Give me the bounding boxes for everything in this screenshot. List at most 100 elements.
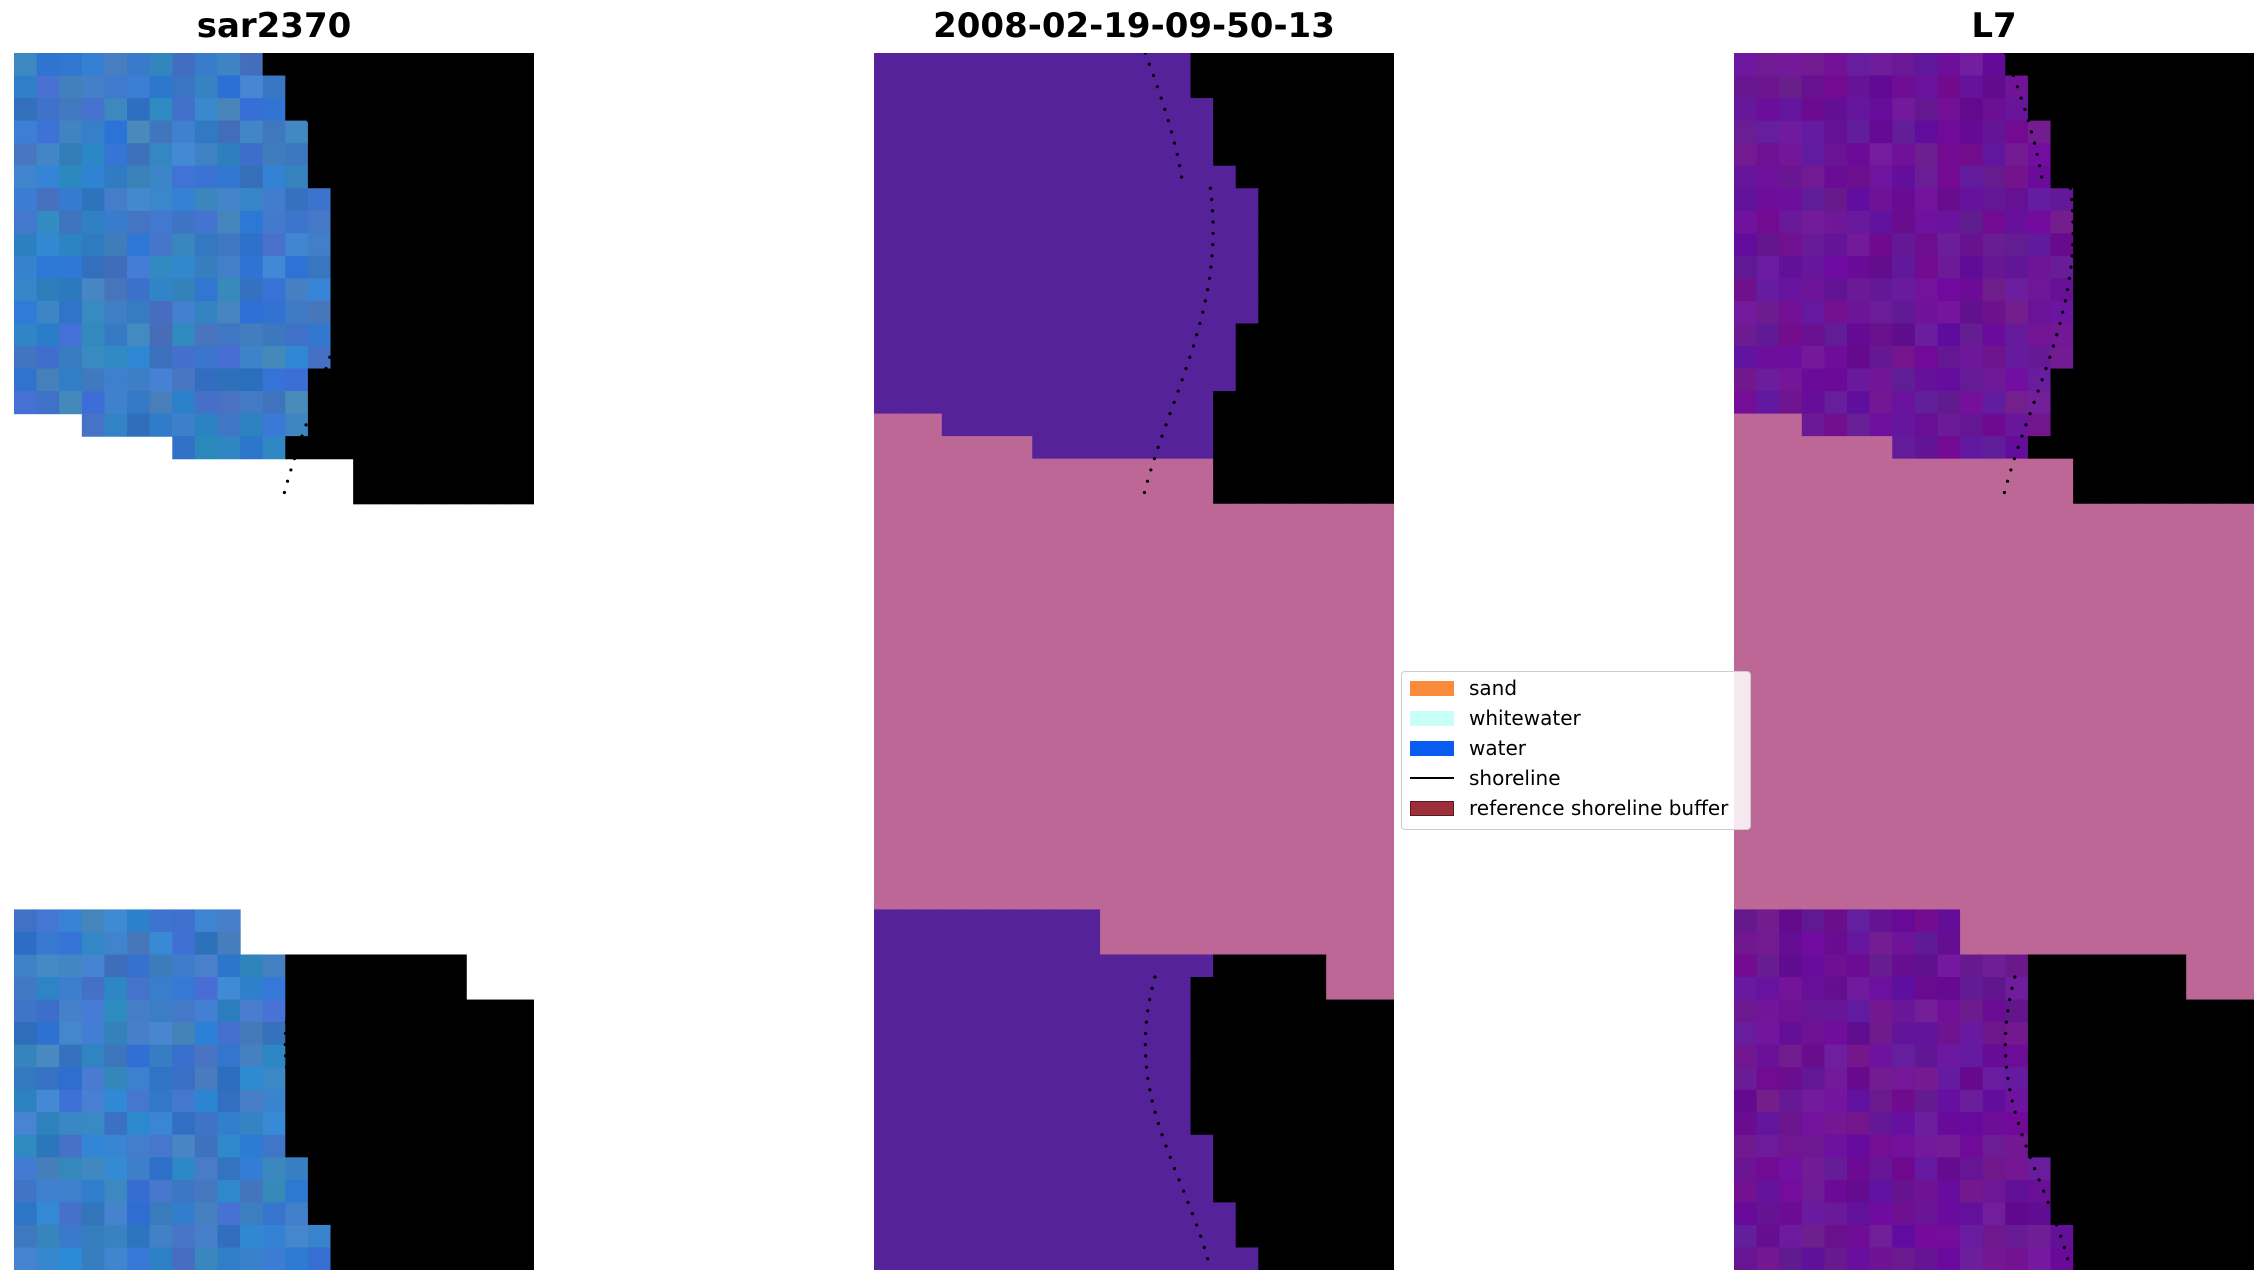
rgb-pixel [149,143,173,167]
classified-pixel [1348,684,1372,708]
classified-pixel [1326,526,1350,550]
mndwi-pixel [2163,1224,2187,1249]
rgb-pixel [81,1022,106,1046]
classified-pixel [1213,1089,1237,1113]
mndwi-pixel [1779,661,1803,685]
rgb-pixel [330,53,354,77]
rgb-pixel [81,1067,106,1091]
classified-pixel [1054,729,1079,753]
rgb-pixel [127,977,151,1001]
mndwi-pixel [2005,1089,2029,1113]
rgb-pixel [240,300,264,325]
rgb-pixel [262,1089,286,1113]
mndwi-pixel [2140,345,2165,370]
classified-pixel [1235,954,1259,978]
classified-pixel [1100,391,1124,415]
rgb-pixel [511,1089,534,1113]
classified-pixel [941,796,966,820]
mndwi-pixel [1892,1179,1916,1203]
classified-pixel [874,864,898,888]
rgb-pixel [81,1044,106,1068]
classified-pixel [896,1044,920,1068]
classified-pixel [1371,120,1394,144]
mndwi-pixel [1824,1089,1848,1113]
rgb-pixel [488,1134,512,1158]
mndwi-pixel [2231,593,2254,618]
rgb-pixel [353,1134,377,1158]
mndwi-pixel [2186,1247,2210,1270]
mndwi-pixel [1892,1247,1916,1270]
mndwi-pixel [2027,706,2052,730]
classified-pixel [919,661,943,685]
rgb-pixel [240,345,264,370]
rgb-pixel [330,1179,354,1203]
rgb-pixel [149,931,173,956]
classified-pixel [1190,143,1214,167]
mndwi-pixel [1847,1247,1871,1270]
classified-pixel [1235,278,1259,302]
mndwi-pixel [1960,75,1984,99]
mndwi-pixel [1914,571,1939,595]
rgb-pixel [353,233,377,257]
mndwi-pixel [1801,1044,1826,1068]
classified-pixel [1258,593,1282,618]
classified-pixel [1326,165,1350,189]
rgb-pixel [194,143,219,167]
classified-pixel [1122,165,1146,189]
mndwi-pixel [2027,1179,2052,1203]
rgb-pixel [488,165,512,189]
classified-pixel [1009,999,1033,1023]
rgb-pixel [14,1112,38,1136]
classified-pixel [964,1224,988,1249]
classified-pixel [1213,977,1237,1001]
rgb-pixel [81,1179,106,1203]
classified-pixel [987,616,1011,640]
mndwi-pixel [1824,323,1848,347]
rgb-pixel [262,1044,286,1068]
mndwi-pixel [2073,368,2097,392]
classified-pixel [1122,1247,1146,1270]
rgb-pixel [353,999,377,1023]
classified-pixel [1122,391,1146,415]
mndwi-pixel [1960,436,1984,460]
mndwi-pixel [1734,1089,1758,1113]
classified-pixel [919,210,943,234]
classified-pixel [896,1224,920,1249]
mndwi-pixel [1734,841,1758,865]
rgb-pixel [262,1202,286,1226]
mndwi-pixel [2095,278,2119,302]
classified-pixel [1100,255,1124,279]
classified-pixel [919,751,943,775]
mndwi-pixel [1982,638,2006,663]
rgb-pixel [149,909,173,933]
classified-pixel [964,143,988,167]
classified-pixel [964,886,988,911]
mndwi-pixel [2231,1089,2254,1113]
classified-pixel [1280,1022,1305,1046]
classified-pixel [1303,255,1327,279]
rgb-pixel [172,1112,196,1136]
rgb-pixel [466,1044,490,1068]
classified-pixel [874,1202,898,1226]
classified-pixel [1371,1112,1394,1136]
rgb-pixel [172,999,196,1023]
mndwi-pixel [2118,616,2142,640]
classified-pixel [1145,233,1169,257]
classified-pixel [874,1112,898,1136]
classified-pixel [896,53,920,77]
rgb-pixel [262,53,286,77]
mndwi-pixel [1982,593,2006,618]
mndwi-pixel [1847,593,1871,618]
rgb-pixel [104,143,128,167]
mndwi-pixel [1779,345,1803,370]
mndwi-pixel [2140,751,2165,775]
classified-pixel [941,616,966,640]
classified-pixel [1258,638,1282,663]
mndwi-pixel [1824,120,1848,144]
classified-pixel [1190,1112,1214,1136]
mndwi-pixel [2208,413,2232,437]
classified-pixel [1100,120,1124,144]
classified-pixel [1077,1022,1101,1046]
classified-pixel [1303,1112,1327,1136]
classified-pixel [1303,1044,1327,1068]
